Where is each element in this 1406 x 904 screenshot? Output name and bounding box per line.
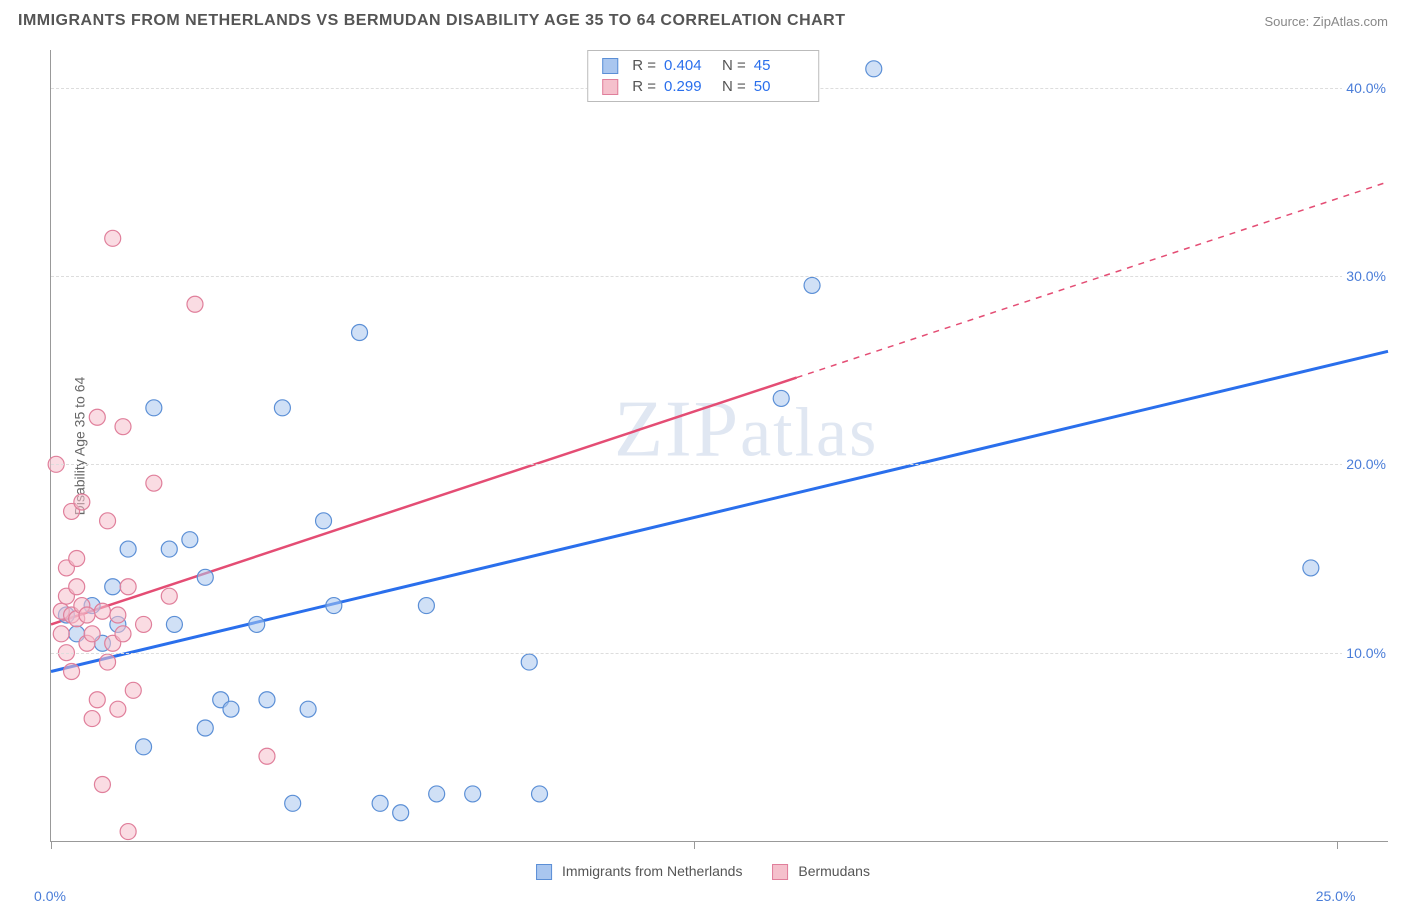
n-value-0: 45 (754, 57, 804, 74)
r-label: R = (632, 78, 656, 95)
stats-swatch-1 (602, 79, 618, 95)
legend-swatch-1 (772, 864, 788, 880)
n-value-1: 50 (754, 78, 804, 95)
r-value-1: 0.299 (664, 78, 714, 95)
legend-swatch-0 (536, 864, 552, 880)
chart-header: IMMIGRANTS FROM NETHERLANDS VS BERMUDAN … (18, 12, 1388, 30)
stats-row-series-1: R = 0.299 N = 50 (602, 76, 804, 97)
y-tick-label: 30.0% (1342, 268, 1390, 284)
legend-item-1: Bermudans (772, 863, 869, 880)
source-attribution: Source: ZipAtlas.com (1264, 14, 1388, 29)
legend-label-0: Immigrants from Netherlands (562, 863, 743, 879)
n-label: N = (722, 57, 746, 74)
legend-label-1: Bermudans (798, 863, 870, 879)
correlation-stats-box: R = 0.404 N = 45 R = 0.299 N = 50 (587, 50, 819, 102)
chart-title: IMMIGRANTS FROM NETHERLANDS VS BERMUDAN … (18, 12, 846, 30)
n-label: N = (722, 78, 746, 95)
r-label: R = (632, 57, 656, 74)
plot-svg (51, 50, 1388, 841)
y-tick-label: 20.0% (1342, 456, 1390, 472)
stats-swatch-0 (602, 58, 618, 74)
y-tick-label: 10.0% (1342, 645, 1390, 661)
chart-area: ZIPatlas 10.0%20.0%30.0%40.0% 0.0%25.0% (50, 50, 1388, 842)
y-tick-label: 40.0% (1342, 80, 1390, 96)
x-tick-label: 25.0% (1316, 888, 1356, 904)
stats-row-series-0: R = 0.404 N = 45 (602, 55, 804, 76)
bottom-legend: Immigrants from Netherlands Bermudans (536, 863, 870, 880)
r-value-0: 0.404 (664, 57, 714, 74)
x-tick-label: 0.0% (34, 888, 66, 904)
plot-region: ZIPatlas 10.0%20.0%30.0%40.0% (50, 50, 1388, 842)
legend-item-0: Immigrants from Netherlands (536, 863, 742, 880)
